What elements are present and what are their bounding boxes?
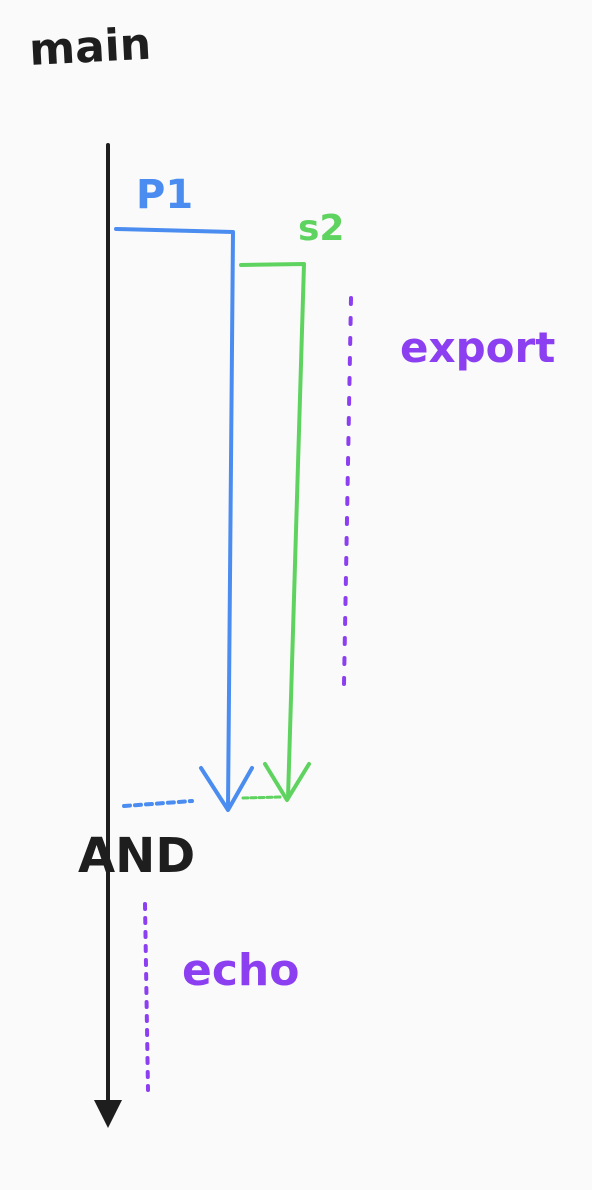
p1-branch-line bbox=[114, 227, 235, 810]
export-dotted-line bbox=[342, 296, 353, 686]
s2-label: s2 bbox=[298, 208, 344, 249]
s2-join-dash bbox=[241, 795, 284, 800]
s2-branch-line bbox=[239, 262, 306, 800]
main-label: main bbox=[28, 19, 152, 76]
p1-join-dash bbox=[122, 799, 194, 808]
p1-arrowhead bbox=[199, 766, 254, 812]
echo-label: echo bbox=[182, 945, 299, 996]
main-thread-arrowhead bbox=[94, 1100, 122, 1128]
s2-arrowhead bbox=[263, 762, 311, 802]
p1-label: P1 bbox=[136, 172, 193, 218]
echo-dotted-line bbox=[143, 902, 150, 1092]
and-label: AND bbox=[78, 828, 195, 884]
export-label: export bbox=[400, 323, 555, 372]
